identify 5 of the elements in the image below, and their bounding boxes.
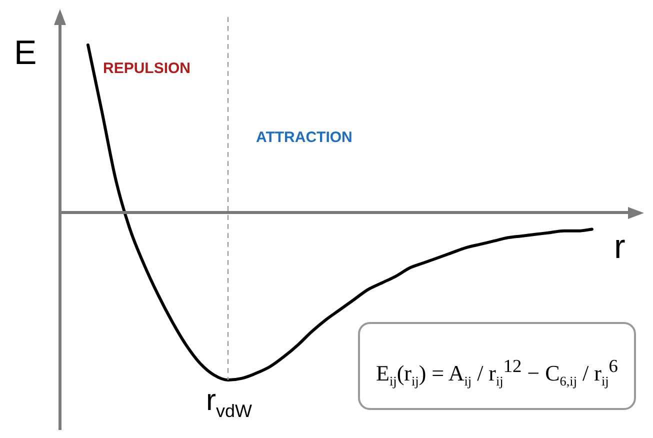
text: r$_{vdW}$: [206, 384, 252, 422]
annotation: REPULSION: [103, 60, 191, 77]
y-axis-title: E: [14, 34, 37, 73]
annotation: ATTRACTION: [256, 129, 352, 146]
x-axis-title: r: [614, 228, 626, 267]
